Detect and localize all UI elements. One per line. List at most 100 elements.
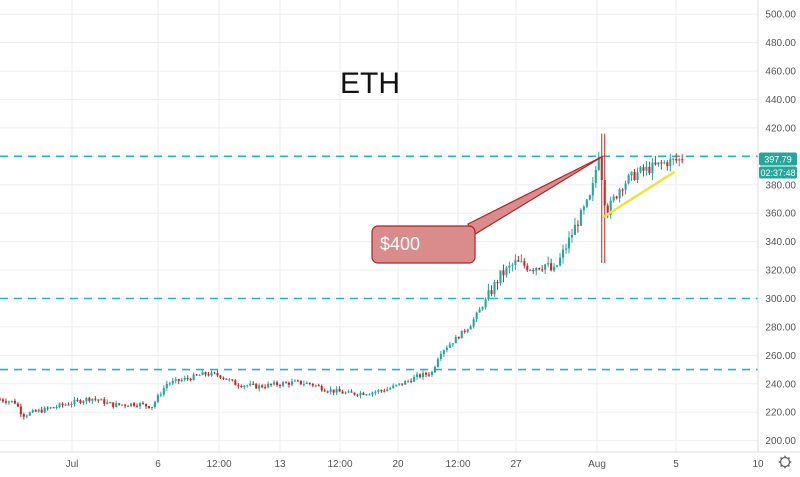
candle-body: [133, 403, 136, 406]
candle-body: [567, 237, 571, 249]
candle-body: [127, 405, 130, 407]
candle-body: [651, 162, 654, 174]
callout-label: $400: [380, 234, 420, 254]
trendline-layer[interactable]: [601, 170, 676, 219]
x-tick-label: 27: [510, 459, 522, 470]
candle-body: [356, 394, 359, 396]
candle-body: [553, 266, 556, 271]
candle-body: [532, 270, 535, 272]
candle-body: [147, 406, 150, 409]
candle-body: [603, 180, 606, 206]
candle-body: [645, 166, 648, 171]
candle-body: [421, 372, 425, 378]
candle-body: [332, 389, 335, 393]
candle-body: [264, 387, 267, 389]
candle-body: [675, 158, 678, 161]
candle-body: [249, 383, 252, 386]
time-axis[interactable]: [0, 452, 800, 472]
candle-body: [76, 399, 79, 401]
candle-body: [28, 412, 31, 416]
y-tick-label: 460.00: [765, 67, 796, 78]
candle-body: [341, 391, 344, 394]
candle-body: [243, 385, 246, 387]
candle-body: [454, 336, 457, 344]
candle-body: [299, 380, 302, 385]
candle-body: [195, 374, 198, 376]
candle-body: [308, 382, 311, 384]
candle-body: [174, 379, 177, 381]
candle-body: [323, 390, 326, 392]
candle-body: [222, 377, 225, 379]
candle-body: [374, 391, 377, 393]
candle-body: [633, 171, 636, 180]
candle-body: [591, 182, 594, 196]
candles: [0, 133, 684, 420]
candle-body: [538, 267, 541, 270]
y-tick-label: 300.00: [765, 294, 796, 305]
candle-body: [529, 270, 532, 272]
candle-body: [508, 265, 511, 268]
x-tick-label: 20: [392, 459, 404, 470]
candle-body: [550, 263, 553, 271]
candle-body: [320, 385, 323, 391]
candle-body: [25, 415, 28, 417]
y-tick-label: 360.00: [765, 209, 796, 220]
candle-body: [311, 383, 314, 386]
chart-title: ETH: [340, 67, 400, 100]
candle-body: [296, 380, 299, 382]
candle-body: [642, 167, 645, 171]
candle-body: [413, 376, 416, 382]
candle-body: [79, 400, 82, 404]
candle-body: [576, 224, 579, 226]
candle-body: [138, 403, 142, 407]
candle-body: [353, 392, 356, 395]
price-axis[interactable]: [758, 0, 800, 472]
candle-body: [198, 375, 201, 377]
y-tick-label: 220.00: [765, 408, 796, 419]
candle-body: [663, 162, 666, 164]
candle-body: [579, 210, 582, 226]
candle-body: [499, 270, 502, 284]
candle-body: [124, 404, 127, 406]
candle-body: [88, 397, 91, 401]
candle-body: [660, 162, 663, 164]
y-tick-label: 340.00: [765, 237, 796, 248]
candle-body: [61, 403, 64, 406]
candle-body: [401, 383, 404, 385]
last-price-tag: 397.79 02:37:48: [759, 152, 797, 179]
candle-body: [255, 383, 258, 389]
candle-body: [380, 390, 383, 392]
candle-body: [112, 402, 115, 408]
candle-body: [377, 390, 380, 392]
candle-body: [627, 175, 630, 184]
candle-body: [97, 399, 100, 401]
candle-body: [570, 234, 574, 238]
candle-body: [252, 383, 255, 385]
candle-body: [49, 407, 52, 409]
candle-body: [180, 379, 183, 382]
gear-icon[interactable]: [778, 455, 792, 469]
candle-body: [305, 382, 308, 384]
candle-body: [559, 257, 562, 266]
trendline[interactable]: [601, 170, 676, 219]
candle-body: [556, 265, 559, 267]
candle-body: [273, 382, 276, 385]
candle-body: [0, 399, 2, 401]
candle-body: [630, 171, 633, 176]
candle-body: [606, 205, 609, 216]
candle-body: [94, 398, 97, 400]
candle-body: [326, 391, 329, 393]
candle-body: [398, 383, 401, 385]
candle-body: [564, 248, 568, 250]
annotations[interactable]: 397.79 02:37:48 $400: [371, 152, 797, 264]
level-lines: [0, 155, 758, 371]
callout-box: [371, 225, 476, 264]
y-tick-label: 260.00: [765, 351, 796, 362]
candle-body: [19, 406, 22, 415]
candle-body: [293, 380, 296, 382]
price-callout[interactable]: $400: [371, 155, 603, 264]
candle-body: [588, 195, 591, 200]
candle-body: [654, 162, 657, 165]
